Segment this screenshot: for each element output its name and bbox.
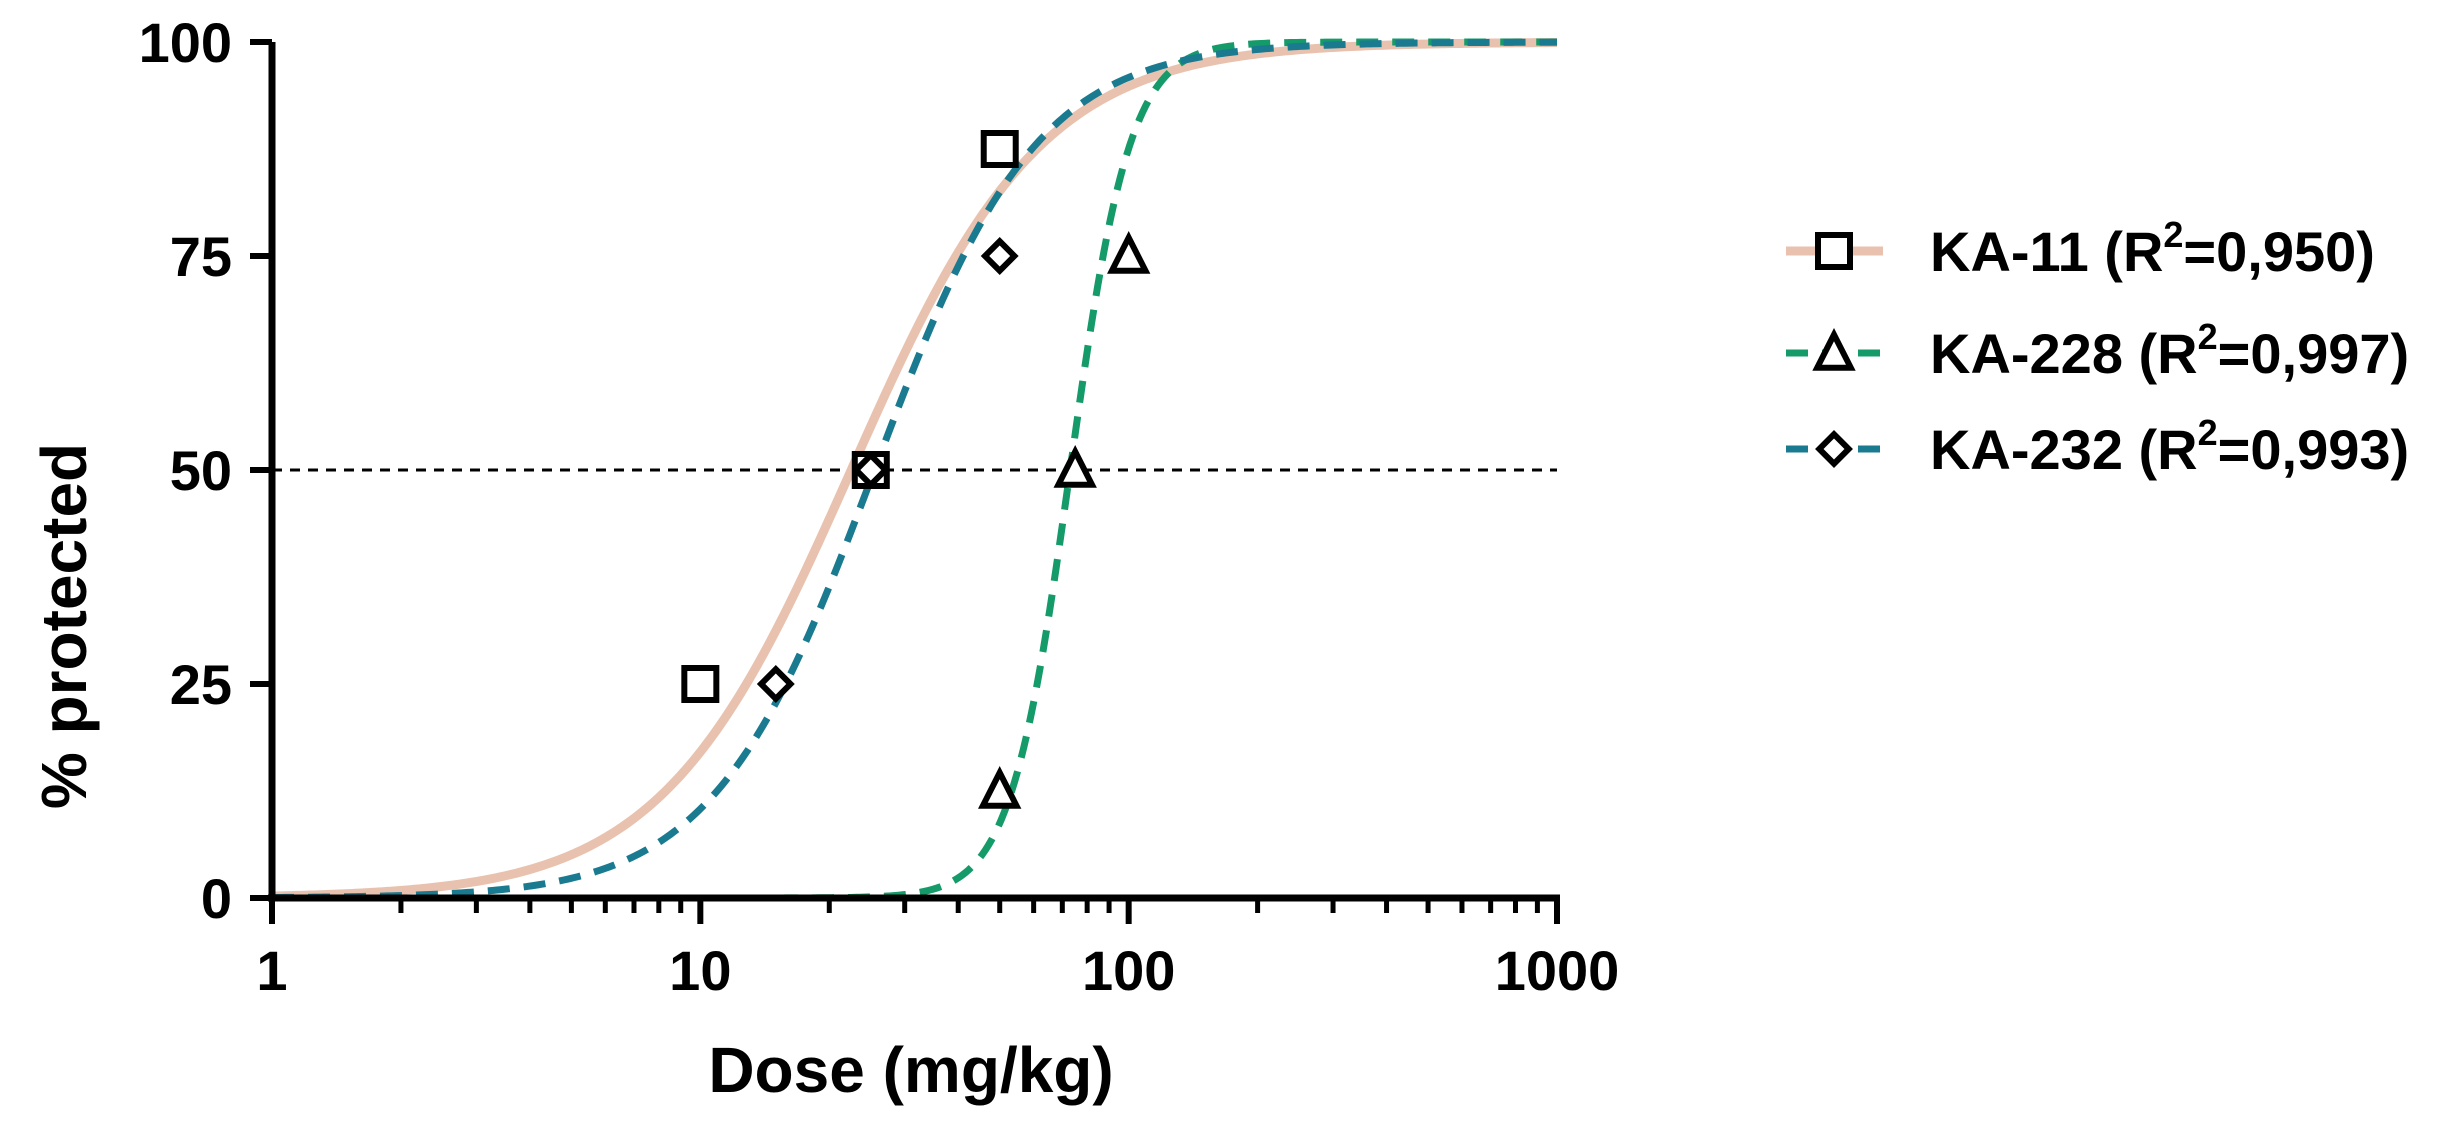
legend-marker-ka-228 (1812, 327, 1856, 371)
fit-curve-ka-228 (272, 38, 1557, 902)
legend-label-ka-228: KA-228 (R2=0,997) (1930, 316, 2409, 385)
data-point-ka-232 (851, 451, 890, 489)
data-point-ka-11 (980, 130, 1019, 168)
x-tick-label-100: 100 (1082, 939, 1175, 1002)
y-axis-title: % protected (28, 443, 100, 809)
legend-item-ka-232: KA-232 (R2=0,993) (1786, 412, 2409, 481)
y-tick-label-100: 100 (139, 11, 232, 74)
legend-label-superscript: 2 (2198, 412, 2218, 453)
legend-label-superscript: 2 (2198, 316, 2218, 357)
legend-label-superscript: 2 (2163, 214, 2183, 255)
data-point-ka-11 (681, 665, 720, 703)
data-points-group (681, 130, 1151, 809)
legend-label-ka-232: KA-232 (R2=0,993) (1930, 412, 2409, 481)
data-point-ka-228 (1053, 444, 1097, 488)
data-point-ka-232 (980, 237, 1019, 275)
axes-group: 0 25 50 75 100 1 10 100 1000 (139, 11, 1620, 1002)
y-tick-label-25: 25 (170, 653, 232, 716)
data-point-ka-228 (1107, 230, 1151, 274)
legend-label-prefix: KA-228 (R (1930, 322, 2198, 385)
legend-label-prefix: KA-11 (R (1930, 220, 2163, 283)
legend-label-prefix: KA-232 (R (1930, 418, 2198, 481)
legend: KA-11 (R2=0,950)KA-228 (R2=0,997)KA-232 … (1786, 214, 2409, 481)
data-point-ka-228 (978, 765, 1022, 809)
x-tick-label-1: 1 (256, 939, 287, 1002)
x-tick-label-10: 10 (669, 939, 731, 1002)
legend-item-ka-11: KA-11 (R2=0,950) (1786, 214, 2375, 283)
legend-marker-ka-11 (1815, 232, 1853, 270)
legend-label-ka-11: KA-11 (R2=0,950) (1930, 214, 2375, 283)
x-axis-title: Dose (mg/kg) (708, 1034, 1113, 1106)
data-point-ka-232 (756, 665, 795, 703)
y-tick-label-75: 75 (170, 225, 232, 288)
fit-curves-group (271, 38, 1558, 902)
y-tick-label-50: 50 (170, 439, 232, 502)
legend-marker-ka-232 (1815, 430, 1853, 468)
fit-curve-ka-232 (271, 38, 1557, 901)
legend-label-suffix: =0,993) (2218, 418, 2410, 481)
y-tick-label-0: 0 (201, 867, 232, 930)
legend-label-suffix: =0,950) (2183, 220, 2375, 283)
legend-item-ka-228: KA-228 (R2=0,997) (1786, 316, 2409, 385)
fit-curve-ka-11 (271, 38, 1558, 901)
legend-label-suffix: =0,997) (2218, 322, 2410, 385)
x-tick-label-1000: 1000 (1495, 939, 1620, 1002)
